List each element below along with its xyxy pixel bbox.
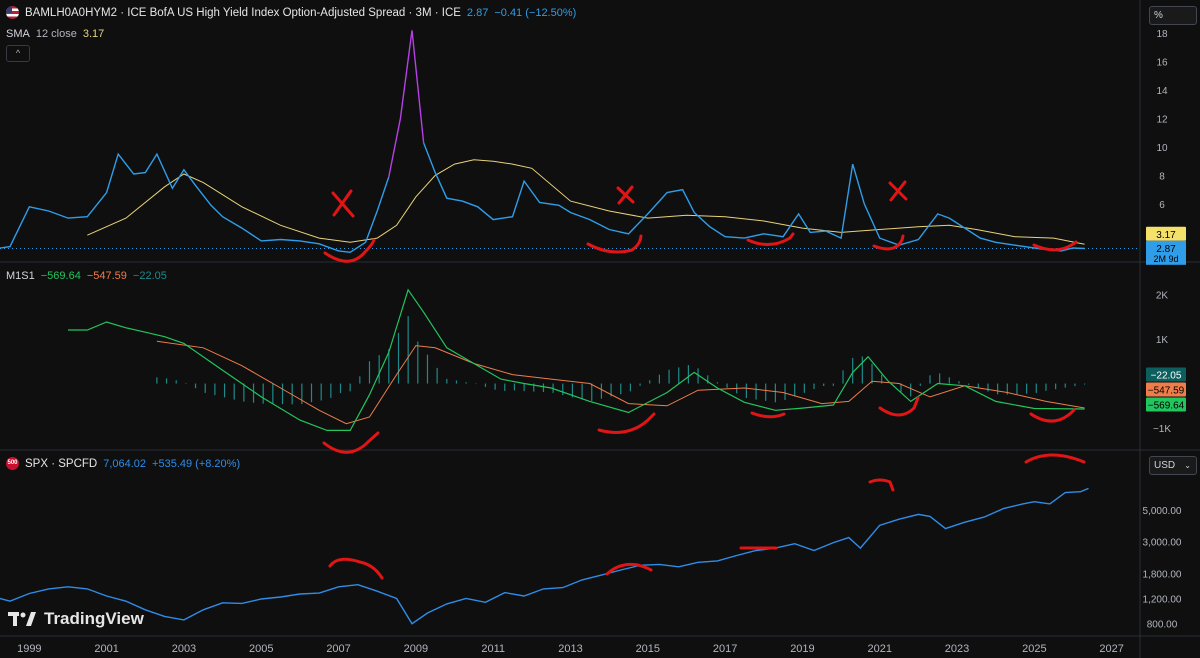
spread-spike-line bbox=[388, 30, 425, 178]
hist-price-badge-bg bbox=[1146, 367, 1186, 382]
x-mark-2007 bbox=[331, 189, 355, 218]
spx-500-icon: 500 bbox=[6, 457, 19, 470]
x-tick-label: 2013 bbox=[558, 643, 582, 655]
bar-countdown: 2M 9d bbox=[1153, 254, 1178, 264]
m1s1-price-badge-bg bbox=[1146, 397, 1186, 412]
signal-line bbox=[156, 340, 1085, 425]
spread-pane bbox=[0, 30, 1140, 254]
smile-mid-2026 bbox=[1029, 408, 1076, 423]
spread-change: −0.41 (−12.50%) bbox=[494, 6, 577, 19]
smile-mid-2007 bbox=[322, 431, 380, 454]
smile-mid-2019 bbox=[750, 411, 786, 419]
spread-y-tick: 8 bbox=[1159, 171, 1165, 182]
m1s1-legend[interactable]: M1S1 −569.64 −547.59 −22.05 bbox=[6, 270, 167, 282]
x-tick-label: 2017 bbox=[713, 643, 737, 655]
spread-y-tick: 18 bbox=[1156, 29, 1168, 40]
spx-last-value: 7,064.02 bbox=[103, 457, 147, 470]
frown-spx-2026 bbox=[1024, 453, 1086, 464]
top-legend: BAMLH0A0HYM2 · ICE BofA US High Yield In… bbox=[6, 6, 576, 19]
frown-spx-2022 bbox=[868, 478, 895, 492]
symbol-title[interactable]: BAMLH0A0HYM2 · ICE BofA US High Yield In… bbox=[25, 6, 461, 19]
spread-price-badge: 2.87 bbox=[1156, 244, 1176, 255]
spx-line bbox=[0, 487, 1089, 625]
m1s1-value-1: −569.64 bbox=[40, 270, 81, 282]
m1s1-value-2: −547.59 bbox=[86, 270, 127, 282]
m1s1-y-tick: −1K bbox=[1153, 424, 1171, 435]
x-mark-2022 bbox=[888, 180, 908, 202]
x-tick-label: 2019 bbox=[790, 643, 814, 655]
annotation-layer bbox=[322, 180, 1086, 580]
smile-top-2007 bbox=[323, 238, 376, 263]
sma-line bbox=[87, 159, 1085, 245]
spx-label[interactable]: SPX · SPCFD bbox=[25, 457, 98, 470]
percent-scale-button[interactable]: % bbox=[1149, 6, 1197, 25]
currency-label: USD bbox=[1154, 460, 1176, 471]
spx-y-tick: 3,000.00 bbox=[1143, 538, 1182, 549]
us-flag-icon bbox=[6, 6, 19, 19]
spx-y-tick: 1,800.00 bbox=[1143, 569, 1182, 580]
signal-price-badge: −547.59 bbox=[1148, 386, 1185, 397]
tradingview-logo-icon bbox=[8, 612, 36, 626]
m1s1-line bbox=[68, 288, 1085, 431]
sma-label: SMA bbox=[6, 28, 30, 40]
spx-y-tick: 1,200.00 bbox=[1143, 595, 1182, 606]
x-tick-label: 2009 bbox=[404, 643, 428, 655]
hist-price-badge: −22.05 bbox=[1151, 371, 1182, 382]
x-tick-label: 2021 bbox=[867, 643, 891, 655]
x-tick-label: 2003 bbox=[172, 643, 196, 655]
m1s1-pane bbox=[68, 288, 1086, 431]
spread-y-tick: 10 bbox=[1156, 143, 1168, 154]
spread-line-after bbox=[422, 142, 1085, 252]
x-tick-label: 2011 bbox=[481, 643, 505, 655]
spx-change: +535.49 (+8.20%) bbox=[152, 457, 241, 470]
x-tick-label: 2027 bbox=[1099, 643, 1123, 655]
spx-y-tick: 800.00 bbox=[1147, 620, 1178, 631]
brand-name: TradingView bbox=[44, 609, 144, 628]
x-tick-label: 1999 bbox=[17, 643, 41, 655]
x-tick-label: 2001 bbox=[94, 643, 118, 655]
x-tick-label: 2023 bbox=[945, 643, 969, 655]
x-tick-label: 2007 bbox=[326, 643, 350, 655]
spx-legend[interactable]: 500 SPX · SPCFD 7,064.02 +535.49 (+8.20%… bbox=[6, 457, 240, 470]
spread-y-tick: 6 bbox=[1159, 200, 1165, 211]
sma-value: 3.17 bbox=[82, 28, 105, 40]
spread-y-tick: 12 bbox=[1156, 115, 1168, 126]
x-tick-label: 2025 bbox=[1022, 643, 1046, 655]
smile-top-2015 bbox=[586, 234, 643, 254]
smile-mid-2015 bbox=[597, 412, 656, 434]
m1s1-value-3: −22.05 bbox=[132, 270, 167, 282]
frown-spx-2015 bbox=[605, 562, 653, 576]
x-mark-2015 bbox=[616, 185, 635, 205]
x-tick-label: 2005 bbox=[249, 643, 273, 655]
m1s1-label: M1S1 bbox=[6, 270, 35, 282]
sma-price-badge-bg bbox=[1146, 226, 1186, 241]
sma-params: 12 close bbox=[35, 28, 77, 40]
spx-y-tick: 5,000.00 bbox=[1143, 506, 1182, 517]
spread-line bbox=[0, 152, 390, 254]
sma-price-badge: 3.17 bbox=[1156, 230, 1176, 241]
smile-top-2019 bbox=[746, 232, 795, 246]
spread-price-badge-bg bbox=[1146, 240, 1186, 265]
smile-top-2021 bbox=[872, 234, 905, 251]
m1s1-y-tick: 1K bbox=[1156, 335, 1169, 346]
spread-last-value: 2.87 bbox=[466, 6, 489, 19]
tradingview-logo[interactable]: TradingView bbox=[8, 609, 144, 629]
chevron-down-icon: ⌄ bbox=[1184, 461, 1191, 470]
frown-spx-2007 bbox=[328, 557, 384, 580]
smile-mid-2021 bbox=[878, 396, 920, 417]
m1s1-y-tick: 2K bbox=[1156, 290, 1169, 301]
m1s1-price-badge: −569.64 bbox=[1148, 401, 1185, 412]
sma-legend[interactable]: SMA 12 close 3.17 bbox=[6, 28, 104, 40]
spread-y-tick: 14 bbox=[1156, 86, 1168, 97]
smile-top-2026 bbox=[1032, 240, 1078, 252]
collapse-legend-button[interactable]: ^ bbox=[6, 45, 30, 62]
spread-y-tick: 16 bbox=[1156, 58, 1168, 69]
signal-price-badge-bg bbox=[1146, 382, 1186, 397]
currency-selector[interactable]: USD ⌄ bbox=[1149, 456, 1197, 475]
x-tick-label: 2015 bbox=[636, 643, 660, 655]
